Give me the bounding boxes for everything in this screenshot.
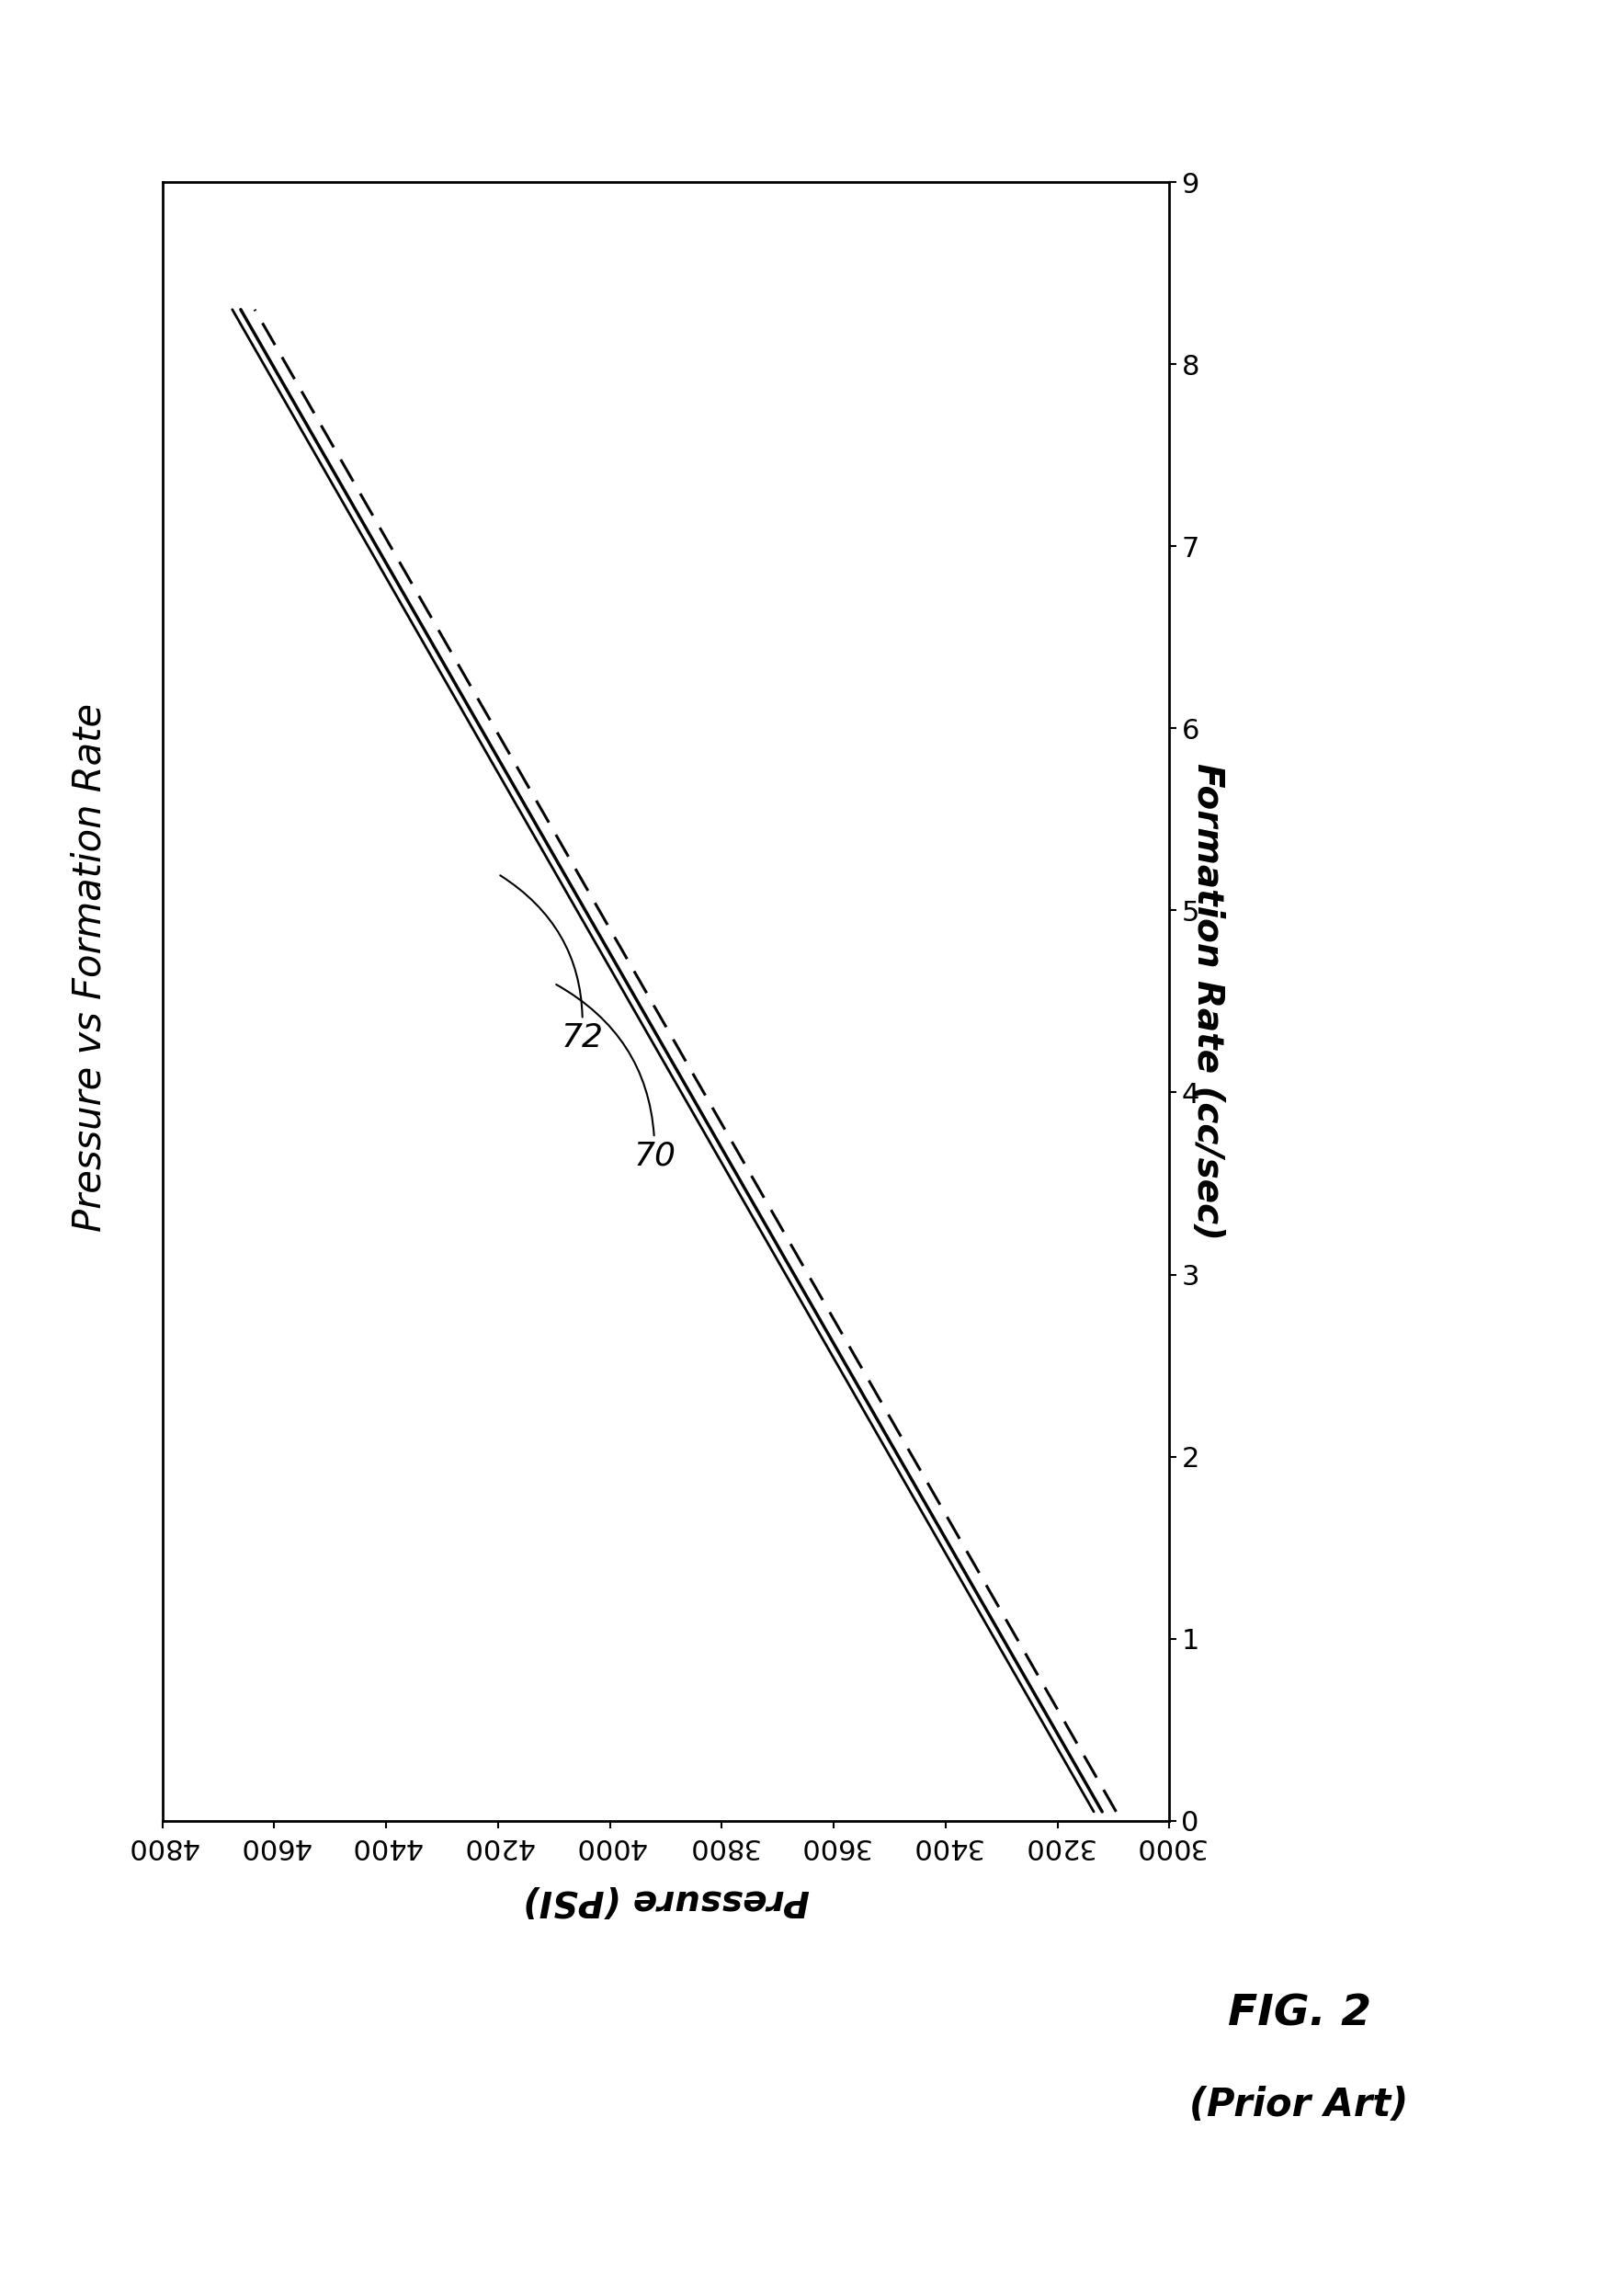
X-axis label: Pressure (PSI): Pressure (PSI) [523,1882,809,1916]
Y-axis label: Formation Rate (cc/sec): Formation Rate (cc/sec) [1190,762,1224,1240]
Text: 70: 70 [555,986,676,1172]
Text: Pressure vs Formation Rate: Pressure vs Formation Rate [70,703,109,1231]
Text: 72: 72 [500,876,603,1054]
Text: FIG. 2: FIG. 2 [1228,1994,1371,2035]
Text: (Prior Art): (Prior Art) [1190,2087,1408,2124]
